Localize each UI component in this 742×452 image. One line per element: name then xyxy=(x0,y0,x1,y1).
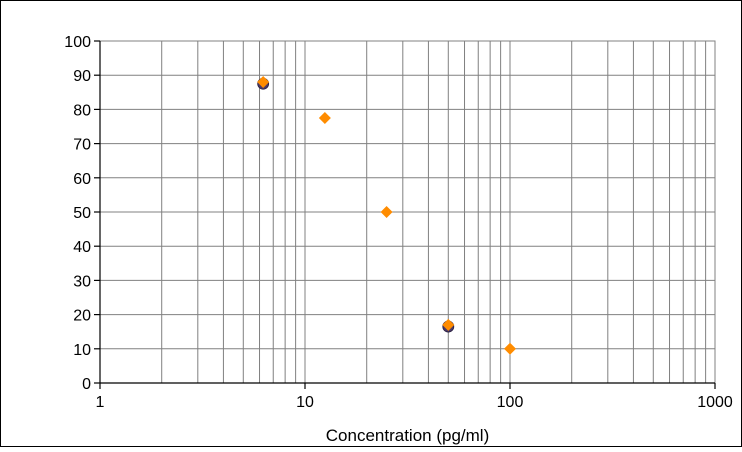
y-tick-label: 0 xyxy=(82,376,91,393)
x-tick-label: 10 xyxy=(296,394,314,411)
y-tick-label: 70 xyxy=(73,137,91,154)
y-tick-label: 60 xyxy=(73,171,91,188)
y-tick-label: 80 xyxy=(73,102,91,119)
x-tick-label: 1 xyxy=(96,394,105,411)
y-tick-label: 40 xyxy=(73,239,91,256)
x-tick-label: 100 xyxy=(497,394,524,411)
data-point-diamond xyxy=(257,76,270,89)
axes xyxy=(94,40,716,389)
y-tick-label: 20 xyxy=(73,308,91,325)
x-tick-label: 1000 xyxy=(697,394,733,411)
y-tick-label: 100 xyxy=(64,34,91,51)
y-tick-label: 90 xyxy=(73,68,91,85)
data-points xyxy=(257,76,516,355)
y-tick-label: 30 xyxy=(73,273,91,290)
y-tick-label: 10 xyxy=(73,342,91,359)
x-axis-label: Concentration (pg/ml) xyxy=(326,426,489,445)
data-point-diamond xyxy=(442,318,455,331)
data-point-diamond xyxy=(380,206,393,218)
data-point-diamond xyxy=(318,111,331,124)
data-point-diamond xyxy=(504,342,516,355)
y-tick-label: 50 xyxy=(73,205,91,222)
